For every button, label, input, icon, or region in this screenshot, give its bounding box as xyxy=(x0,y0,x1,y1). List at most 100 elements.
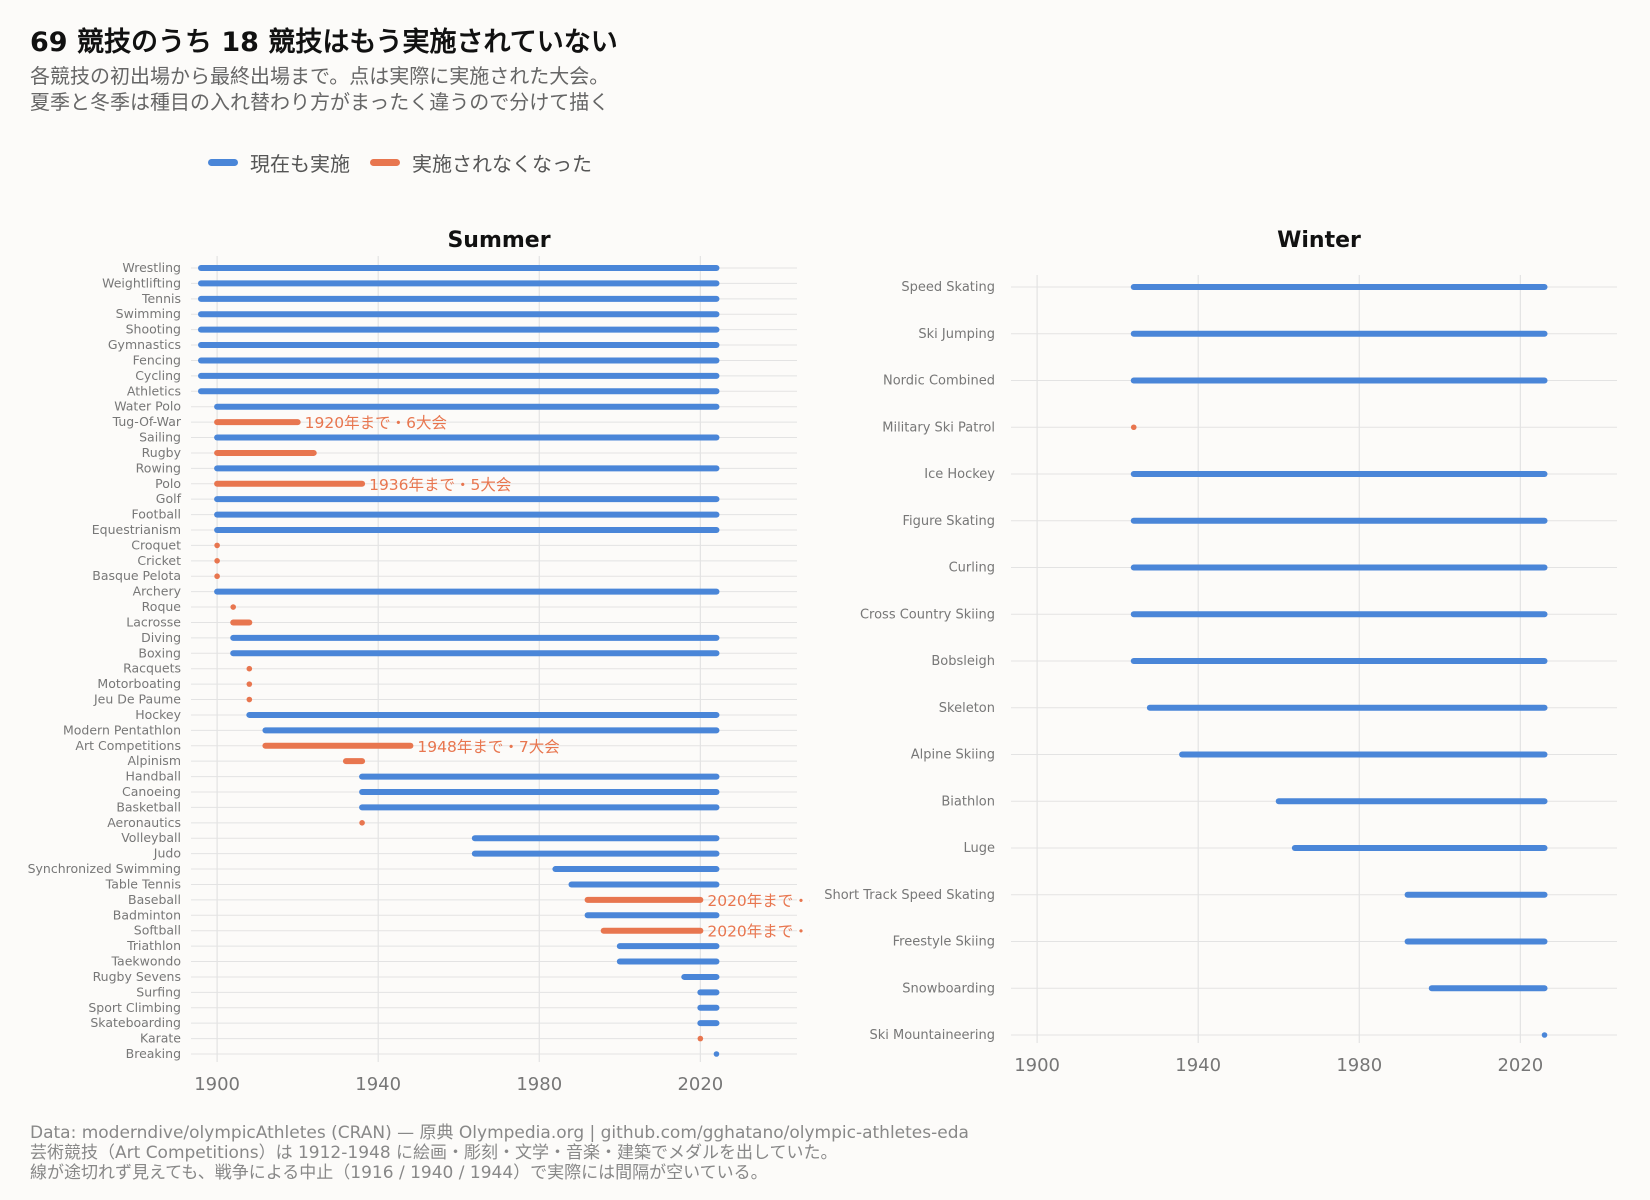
sport-label-softball: Softball xyxy=(134,923,181,938)
sport-label-snowboarding: Snowboarding xyxy=(902,981,995,996)
sport-label-roque: Roque xyxy=(142,599,182,614)
sport-label-nordic-combined: Nordic Combined xyxy=(883,374,995,389)
sport-label-swimming: Swimming xyxy=(116,306,181,321)
sport-label-tug-of-war: Tug-Of-War xyxy=(112,414,182,429)
sport-point-aeronautics xyxy=(359,820,365,826)
sport-label-modern-pentathlon: Modern Pentathlon xyxy=(63,722,181,737)
sport-label-figure-skating: Figure Skating xyxy=(902,514,995,529)
caption-line-2: 芸術競技（Art Competitions）は 1912-1948 に絵画・彫刻… xyxy=(30,1143,838,1163)
sport-label-jeu-de-paume: Jeu De Paume xyxy=(93,692,181,707)
sport-label-art-competitions: Art Competitions xyxy=(75,738,181,753)
sport-label-bobsleigh: Bobsleigh xyxy=(931,654,995,669)
sport-label-skateboarding: Skateboarding xyxy=(90,1015,181,1030)
sport-label-basque-pelota: Basque Pelota xyxy=(92,568,181,583)
x-tick-label: 1980 xyxy=(516,1074,562,1095)
sport-label-tennis: Tennis xyxy=(141,291,181,306)
sport-label-table-tennis: Table Tennis xyxy=(105,876,181,891)
panel-title: Summer xyxy=(447,228,550,253)
sport-label-polo: Polo xyxy=(155,476,181,491)
sport-label-croquet: Croquet xyxy=(131,537,181,552)
sport-label-lacrosse: Lacrosse xyxy=(126,614,181,629)
sport-label-cricket: Cricket xyxy=(137,553,181,568)
x-tick-label: 1900 xyxy=(194,1074,240,1095)
sport-label-speed-skating: Speed Skating xyxy=(901,280,995,295)
x-tick-label: 1940 xyxy=(1175,1055,1221,1076)
sport-label-synchronized-swimming: Synchronized Swimming xyxy=(28,861,181,876)
winter-panel: Winter 1900 1940 1980 2020 Speed Skating Ski J… xyxy=(824,228,1617,1076)
sport-label-motorboating: Motorboating xyxy=(97,676,181,691)
sport-label-hockey: Hockey xyxy=(135,707,181,722)
sport-label-handball: Handball xyxy=(126,769,181,784)
sport-point-ski-mountaineering xyxy=(1541,1032,1548,1038)
sport-label-military-ski-patrol: Military Ski Patrol xyxy=(882,420,995,435)
legend-label-discontinued: 実施されなくなった xyxy=(412,152,592,176)
x-tick-label: 2020 xyxy=(1497,1055,1543,1076)
sport-point-cricket xyxy=(214,558,220,564)
sport-label-aeronautics: Aeronautics xyxy=(107,815,181,830)
sport-label-short-track-speed-skating: Short Track Speed Skating xyxy=(824,888,995,903)
sport-label-taekwondo: Taekwondo xyxy=(110,954,181,969)
sport-label-freestyle-skiing: Freestyle Skiing xyxy=(893,935,995,950)
sport-label-rowing: Rowing xyxy=(136,460,181,475)
sport-label-athletics: Athletics xyxy=(127,383,181,398)
sport-label-alpinism: Alpinism xyxy=(127,753,181,768)
sport-label-canoeing: Canoeing xyxy=(122,784,181,799)
sport-label-wrestling: Wrestling xyxy=(122,260,181,275)
panel-title: Winter xyxy=(1277,228,1361,253)
sport-point-jeu-de-paume xyxy=(246,696,253,703)
sport-label-breaking: Breaking xyxy=(126,1046,181,1061)
sport-label-weightlifting: Weightlifting xyxy=(102,275,181,290)
sport-label-skeleton: Skeleton xyxy=(939,701,995,716)
sport-label-volleyball: Volleyball xyxy=(121,830,181,845)
sport-label-archery: Archery xyxy=(133,584,182,599)
sport-label-judo: Judo xyxy=(153,846,181,861)
chart-title: 69 競技のうち 18 競技はもう実施されていない xyxy=(30,27,618,58)
sport-point-racquets xyxy=(246,665,253,672)
x-tick-label: 2020 xyxy=(677,1074,723,1095)
annotation-baseball: 2020年まで・6大会 xyxy=(707,892,810,910)
sport-label-basketball: Basketball xyxy=(116,799,181,814)
sport-label-ice-hockey: Ice Hockey xyxy=(924,467,995,482)
sport-label-badminton: Badminton xyxy=(113,907,181,922)
sport-label-alpine-skiing: Alpine Skiing xyxy=(911,748,995,763)
legend-swatch-active xyxy=(208,159,238,166)
sport-label-cycling: Cycling xyxy=(135,368,181,383)
x-tick-label: 1940 xyxy=(355,1074,401,1095)
caption-line-3: 線が途切れず見えても、戦争による中止（1916 / 1940 / 1944）で実… xyxy=(30,1163,768,1183)
x-tick-label: 1900 xyxy=(1014,1055,1060,1076)
annotation-softball: 2020年まで・5大会 xyxy=(707,923,810,941)
sport-label-cross-country-skiing: Cross Country Skiing xyxy=(860,607,995,622)
sport-point-breaking xyxy=(713,1051,720,1057)
sport-label-sport-climbing: Sport Climbing xyxy=(88,1000,181,1015)
legend-item-discontinued: 実施されなくなった xyxy=(370,148,592,177)
sport-point-basque-pelota xyxy=(214,573,220,580)
sport-label-rugby: Rugby xyxy=(142,445,182,460)
summer-panel: Summer 1900 1940 1980 2020 WrestlingWeightlif… xyxy=(28,228,810,1095)
sport-label-luge: Luge xyxy=(963,841,995,856)
annotation-art-competitions: 1948年まで・7大会 xyxy=(417,738,559,756)
annotation-tug-of-war: 1920年まで・6大会 xyxy=(305,414,447,432)
sport-label-triathlon: Triathlon xyxy=(126,938,181,953)
sport-label-rugby-sevens: Rugby Sevens xyxy=(93,969,181,984)
sport-point-croquet xyxy=(214,542,220,549)
legend-label-active: 現在も実施 xyxy=(250,152,350,176)
sport-label-football: Football xyxy=(132,507,181,522)
subtitle-line-2: 夏季と冬季は種目の入れ替わり方がまったく違うので分けて描く xyxy=(30,90,610,114)
x-tick-label: 1980 xyxy=(1336,1055,1382,1076)
sport-label-baseball: Baseball xyxy=(128,892,181,907)
sport-label-gymnastics: Gymnastics xyxy=(108,337,181,352)
legend-item-active: 現在も実施 xyxy=(208,148,350,177)
sport-point-military-ski-patrol xyxy=(1130,424,1137,431)
sport-label-golf: Golf xyxy=(156,491,182,506)
annotation-polo: 1936年まで・5大会 xyxy=(369,476,511,494)
sport-label-fencing: Fencing xyxy=(133,352,181,367)
sport-label-biathlon: Biathlon xyxy=(941,794,995,809)
sport-label-ski-jumping: Ski Jumping xyxy=(918,327,995,342)
sport-label-diving: Diving xyxy=(141,630,181,645)
sport-label-karate: Karate xyxy=(140,1031,181,1046)
sport-label-sailing: Sailing xyxy=(139,430,181,445)
sport-label-equestrianism: Equestrianism xyxy=(92,522,181,537)
legend-swatch-discontinued xyxy=(370,159,400,166)
caption-line-1: Data: moderndive/olympicAthletes (CRAN) … xyxy=(30,1123,969,1143)
sport-label-curling: Curling xyxy=(949,561,995,576)
